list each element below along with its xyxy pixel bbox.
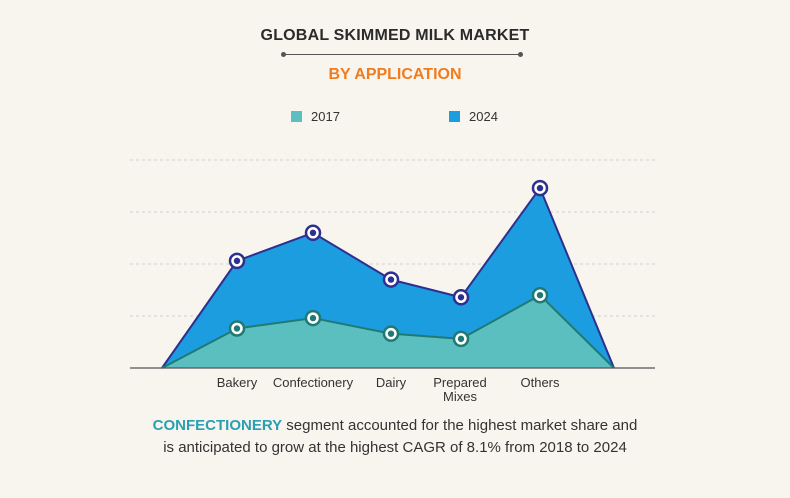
legend-label-2024: 2024	[469, 109, 498, 124]
point-2017-3-dot	[457, 335, 465, 343]
x-tick-label: Bakery	[217, 375, 258, 390]
legend-swatch-2017	[291, 111, 302, 122]
title-divider	[281, 52, 523, 57]
point-2017-0-dot	[233, 325, 241, 332]
chart-subtitle: BY APPLICATION	[328, 66, 462, 83]
point-2024-2-dot	[387, 276, 395, 283]
x-tick-label: Prepared	[433, 375, 486, 390]
point-2017-4-dot	[536, 292, 544, 299]
point-2024-4-dot	[536, 184, 544, 192]
legend-swatch-2024	[449, 111, 460, 122]
x-tick-label: Confectionery	[273, 375, 354, 390]
caption-line1: segment accounted for the highest market…	[282, 417, 638, 434]
x-tick-label: Dairy	[376, 375, 407, 390]
legend-item-2017: 2017	[291, 109, 340, 124]
caption-highlight: CONFECTIONERY	[152, 417, 283, 434]
x-tick-label: Others	[520, 375, 560, 390]
point-2024-1-dot	[309, 229, 317, 236]
area-2017	[162, 295, 614, 368]
point-2024-3-dot	[457, 294, 465, 301]
point-2017-1-dot	[309, 314, 317, 322]
chart-caption: CONFECTIONERY segment accounted for the …	[0, 415, 790, 459]
point-2017-2-dot	[387, 330, 395, 337]
legend-item-2024: 2024	[449, 109, 498, 124]
x-tick-label: Mixes	[443, 389, 477, 404]
point-2024-0-dot	[233, 257, 241, 265]
chart-title: GLOBAL SKIMMED MILK MARKET	[260, 27, 530, 44]
legend-label-2017: 2017	[311, 109, 340, 124]
caption-line2: is anticipated to grow at the highest CA…	[163, 439, 627, 456]
